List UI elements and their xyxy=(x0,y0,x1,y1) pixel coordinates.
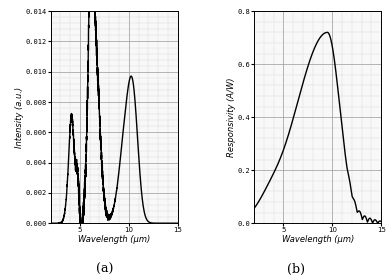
Y-axis label: Intensity (a.u.): Intensity (a.u.) xyxy=(15,86,24,148)
Text: (a): (a) xyxy=(96,263,114,276)
X-axis label: Wavelength (μm): Wavelength (μm) xyxy=(282,235,354,244)
Y-axis label: Responsivity (A/W): Responsivity (A/W) xyxy=(227,78,236,157)
X-axis label: Wavelength (μm): Wavelength (μm) xyxy=(78,235,150,244)
Text: (b): (b) xyxy=(287,263,305,276)
